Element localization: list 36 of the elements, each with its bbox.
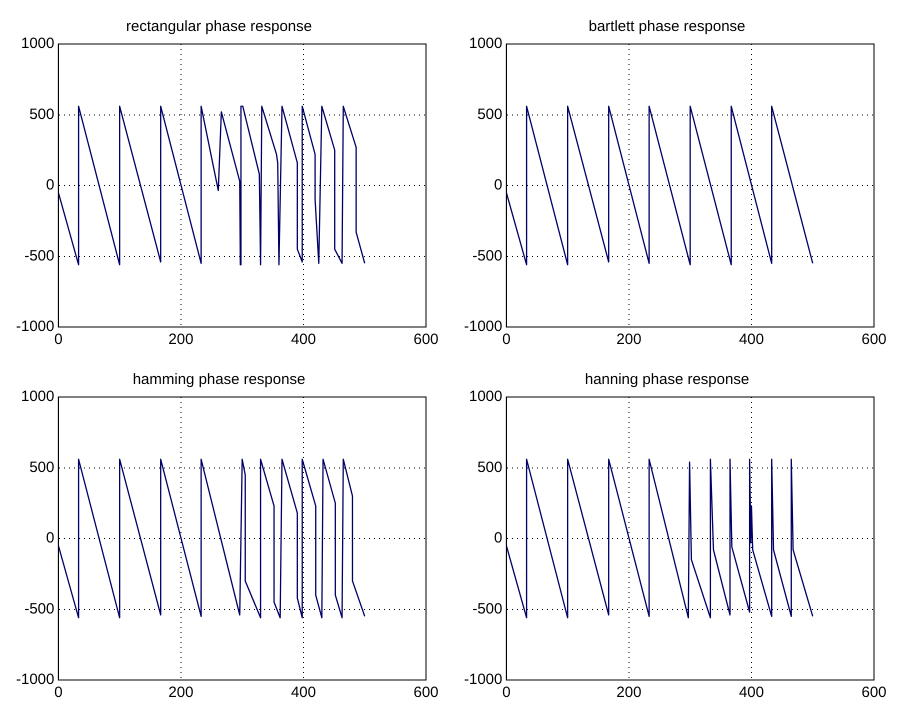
y-tick-label: -500	[24, 247, 54, 264]
x-tick-label: 400	[290, 331, 316, 348]
y-tick-label: 500	[477, 106, 502, 123]
x-tick-label: 200	[616, 684, 642, 702]
y-tick-label: 500	[29, 458, 54, 476]
chart-title: rectangular phase response	[126, 18, 312, 36]
x-tick-label: 600	[861, 331, 887, 348]
x-tick-label: 200	[168, 684, 194, 702]
y-tick-label: 0	[46, 530, 54, 547]
y-tick-label: -1000	[16, 318, 54, 336]
x-tick-label: 600	[413, 684, 439, 702]
x-tick-label: 600	[861, 684, 887, 702]
x-tick-label: 400	[738, 684, 764, 702]
x-tick-label: 600	[413, 331, 439, 348]
y-tick-label: 1000	[20, 388, 54, 406]
y-tick-label: -500	[472, 600, 502, 618]
x-tick-label: 400	[738, 331, 764, 348]
x-tick-label: 400	[290, 684, 316, 702]
y-tick-label: -1000	[16, 671, 54, 688]
y-tick-label: 1000	[468, 388, 502, 406]
chart-title: bartlett phase response	[588, 18, 746, 36]
y-tick-label: -500	[472, 247, 502, 264]
chart-title: hamming phase response	[132, 371, 306, 388]
y-tick-label: 500	[29, 106, 54, 123]
y-tick-label: 500	[477, 458, 502, 476]
y-tick-label: -1000	[464, 318, 502, 336]
x-tick-label: 200	[616, 331, 642, 348]
chart-title: hanning phase response	[584, 371, 750, 388]
y-tick-label: 1000	[468, 35, 502, 52]
y-tick-label: -1000	[464, 671, 502, 688]
y-tick-label: 0	[494, 530, 502, 547]
y-tick-label: 1000	[20, 35, 54, 52]
x-tick-label: 200	[168, 331, 194, 348]
y-tick-label: 0	[46, 176, 54, 194]
y-tick-label: -500	[24, 600, 54, 618]
y-tick-label: 0	[494, 176, 502, 194]
